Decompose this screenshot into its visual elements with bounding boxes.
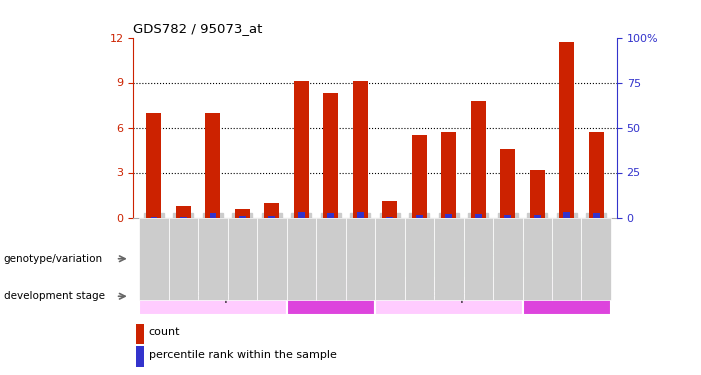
Bar [501,148,515,217]
Bar [287,278,375,315]
Text: 18.5 dpc: 18.5 dpc [187,290,238,303]
Bar [522,278,611,315]
Bar [323,93,338,218]
Bar [552,217,582,300]
Bar [534,215,540,217]
Bar [346,217,375,300]
Bar [205,112,220,218]
Text: genotype/variation: genotype/variation [4,254,102,264]
Bar [257,217,287,300]
Text: count: count [149,327,180,338]
Bar [582,217,611,300]
Bar [139,278,287,315]
Text: birth: birth [317,290,345,303]
Bar [375,240,611,278]
Bar [412,135,427,218]
Bar [353,81,367,218]
Bar [445,214,452,217]
Bar [589,132,604,218]
Bar [522,217,552,300]
Text: birth: birth [552,290,581,303]
Bar [287,217,316,300]
Text: development stage: development stage [4,291,104,301]
Text: GDS782 / 95073_at: GDS782 / 95073_at [133,22,263,35]
Bar [493,217,522,300]
Bar [139,240,375,278]
Bar [210,213,216,217]
Bar [198,217,228,300]
Bar [530,170,545,217]
Bar [416,215,423,217]
Text: wild type: wild type [230,252,284,265]
Bar [471,100,486,218]
Bar [434,217,463,300]
Bar [475,213,482,217]
Bar [442,132,456,218]
Bar [176,206,191,218]
Bar [135,346,144,367]
Bar [327,213,334,217]
Bar [404,217,434,300]
Bar [375,278,522,315]
Bar [235,209,250,218]
Bar [593,213,599,217]
Bar [357,212,364,217]
Bar [239,216,245,217]
Bar [316,217,346,300]
Bar [559,42,574,218]
Text: 18.5 dpc: 18.5 dpc [423,290,475,303]
Bar [375,217,404,300]
Text: percentile rank within the sample: percentile rank within the sample [149,350,336,360]
Bar [463,217,493,300]
Bar [564,212,570,217]
Bar [264,202,279,217]
Bar [383,201,397,217]
Bar [139,217,168,300]
Bar [228,217,257,300]
Bar [505,215,511,217]
Bar [268,216,275,217]
Bar [135,324,144,344]
Bar [294,81,308,218]
Bar [298,212,305,217]
Bar [168,217,198,300]
Bar [147,112,161,218]
Text: T1alpha null: T1alpha null [456,252,529,265]
